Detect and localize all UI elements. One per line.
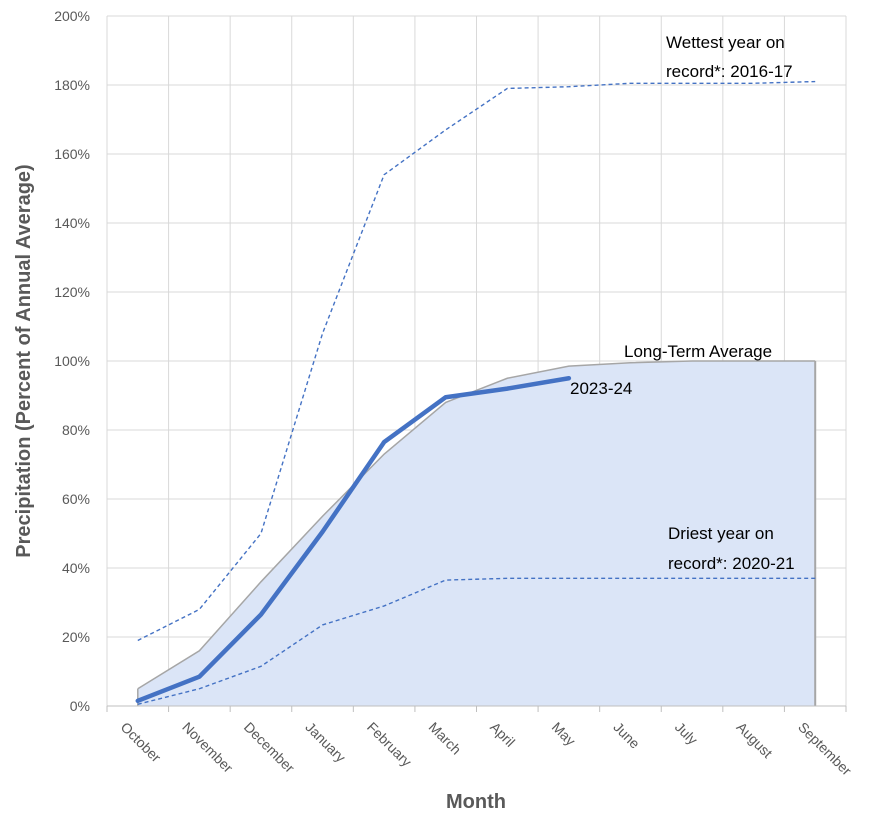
- x-tick-label: January: [302, 719, 349, 766]
- x-tick-label: October: [118, 719, 165, 766]
- long-term-average-label: Long-Term Average: [624, 342, 772, 361]
- wettest-annotation-line2: record*: 2016-17: [666, 62, 793, 81]
- y-tick-label: 120%: [54, 284, 90, 300]
- wettest-year-line: [137, 80, 816, 642]
- series-group: [135, 80, 817, 706]
- y-tick-label: 200%: [54, 8, 90, 24]
- x-tick-label: March: [426, 719, 465, 758]
- x-tick-label: May: [549, 719, 579, 749]
- current-year-line: [135, 376, 572, 704]
- x-tick-labels: October November December January February Ma…: [118, 719, 855, 779]
- y-tick-label: 0%: [70, 698, 90, 714]
- y-tick-label: 40%: [62, 560, 90, 576]
- x-tick-label: April: [487, 719, 518, 750]
- x-tick-label: February: [364, 719, 415, 770]
- y-axis-title: Precipitation (Percent of Annual Average…: [13, 164, 35, 557]
- wettest-annotation-line1: Wettest year on: [666, 33, 785, 52]
- long-term-average-area: [137, 361, 816, 706]
- axes: [106, 705, 847, 712]
- x-tick-label: June: [610, 719, 643, 752]
- x-tick-label: November: [179, 719, 236, 776]
- y-tick-label: 60%: [62, 491, 90, 507]
- x-axis-title: Month: [446, 791, 506, 813]
- long-term-average-line: [137, 360, 816, 690]
- y-tick-label: 100%: [54, 353, 90, 369]
- y-tick-label: 140%: [54, 215, 90, 231]
- y-tick-labels: 0% 20% 40% 60% 80% 100% 120% 140% 160% 180% 200%: [54, 8, 90, 714]
- x-tick-label: August: [734, 719, 776, 761]
- y-tick-label: 80%: [62, 422, 90, 438]
- x-tick-label: September: [795, 719, 855, 779]
- current-year-label: 2023-24: [570, 379, 632, 398]
- driest-year-line: [137, 577, 816, 705]
- x-tick-label: July: [672, 719, 701, 748]
- y-tick-label: 20%: [62, 629, 90, 645]
- x-tick-label: December: [241, 719, 298, 776]
- y-tick-label: 180%: [54, 77, 90, 93]
- y-tick-label: 160%: [54, 146, 90, 162]
- driest-annotation-line1: Driest year on: [668, 524, 774, 543]
- driest-annotation-line2: record*: 2020-21: [668, 554, 795, 573]
